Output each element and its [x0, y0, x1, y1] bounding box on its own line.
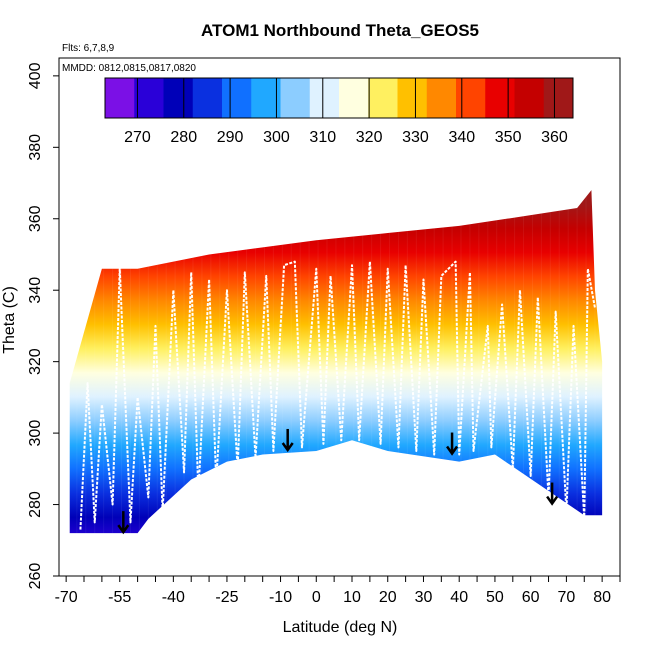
y-tick-label: 300	[27, 420, 44, 447]
colorbar-swatch	[485, 78, 515, 118]
down-arrow-icon	[446, 432, 459, 456]
x-tick-label: 60	[522, 589, 540, 606]
y-tick-label: 360	[27, 205, 44, 232]
y-tick-label: 320	[27, 348, 44, 375]
x-tick-label: -40	[162, 589, 185, 606]
colorbar-swatch	[426, 78, 457, 118]
y-axis-label: Theta (C)	[1, 286, 18, 354]
x-tick-label: -70	[55, 589, 78, 606]
colorbar-tick-label: 320	[356, 129, 383, 146]
down-arrow-icon	[281, 428, 294, 453]
colorbar-swatch	[456, 78, 486, 118]
colorbar-frame	[104, 77, 574, 119]
colorbar-tick-label: 340	[448, 129, 475, 146]
flight-track	[79, 260, 596, 530]
y-tick-label: 340	[27, 277, 44, 304]
colorbar-swatch	[134, 78, 164, 118]
y-tick-label: 260	[27, 563, 44, 590]
colorbar-swatch	[280, 78, 311, 118]
flights-note: Flts: 6,7,8,9	[62, 43, 115, 54]
flight-track-line	[79, 260, 596, 530]
x-axis-label: Latitude (deg N)	[283, 619, 398, 636]
colorbar-swatch	[163, 78, 194, 118]
x-tick-label: 30	[415, 589, 433, 606]
colorbar-swatch	[309, 78, 340, 118]
colorbar-swatch	[543, 78, 574, 118]
x-tick-label: 70	[558, 589, 576, 606]
x-tick-label: 10	[343, 589, 361, 606]
arrow-head	[281, 442, 294, 453]
x-tick-label: -10	[269, 589, 292, 606]
colorbar-tick-label: 350	[495, 129, 522, 146]
x-tick-label: 20	[379, 589, 397, 606]
y-tick-label: 380	[27, 134, 44, 161]
y-tick-label: 400	[27, 62, 44, 89]
x-tick-label: -25	[215, 589, 238, 606]
down-arrow-icon	[117, 511, 130, 535]
colorbar-tick-label: 360	[541, 129, 568, 146]
colorbar-swatch	[397, 78, 428, 118]
colorbar-swatch	[368, 78, 398, 118]
x-tick-label: 50	[486, 589, 504, 606]
arrow-head	[546, 495, 559, 506]
arrow-markers	[117, 428, 559, 535]
colorbar: 270 280 290 300 310 320 330 340 350 360	[104, 77, 574, 146]
colorbar-tick-label: 270	[124, 129, 151, 146]
colorbar-tick-label: 310	[309, 129, 336, 146]
dates-note: MMDD: 0812,0815,0817,0820	[62, 63, 196, 74]
colorbar-swatch	[222, 78, 252, 118]
colorbar-swatch	[192, 78, 223, 118]
x-tick-label: -55	[108, 589, 131, 606]
colorbar-swatch	[339, 78, 369, 118]
x-axis: -70 -55 -40 -25 -10 0 10 20 30 40 50 60 70 80	[55, 576, 621, 606]
x-tick-label: 0	[312, 589, 321, 606]
y-axis: 260 280 300 320 340 360 380 400	[27, 62, 59, 589]
colorbar-swatch	[105, 78, 135, 118]
y-tick-label: 280	[27, 491, 44, 518]
colorbar-tick-label: 330	[402, 129, 429, 146]
down-arrow-icon	[546, 482, 559, 506]
arrow-head	[117, 524, 130, 535]
colorbar-tick-label: 280	[170, 129, 197, 146]
x-tick-label: 80	[593, 589, 611, 606]
plot-frame	[58, 57, 621, 577]
colorbar-swatch	[514, 78, 545, 118]
colorbar-tick-label: 290	[217, 129, 244, 146]
chart-title: ATOM1 Northbound Theta_GEOS5	[201, 21, 479, 40]
arrow-head	[446, 445, 459, 456]
x-tick-label: 40	[450, 589, 468, 606]
colorbar-tick-label: 300	[263, 129, 290, 146]
